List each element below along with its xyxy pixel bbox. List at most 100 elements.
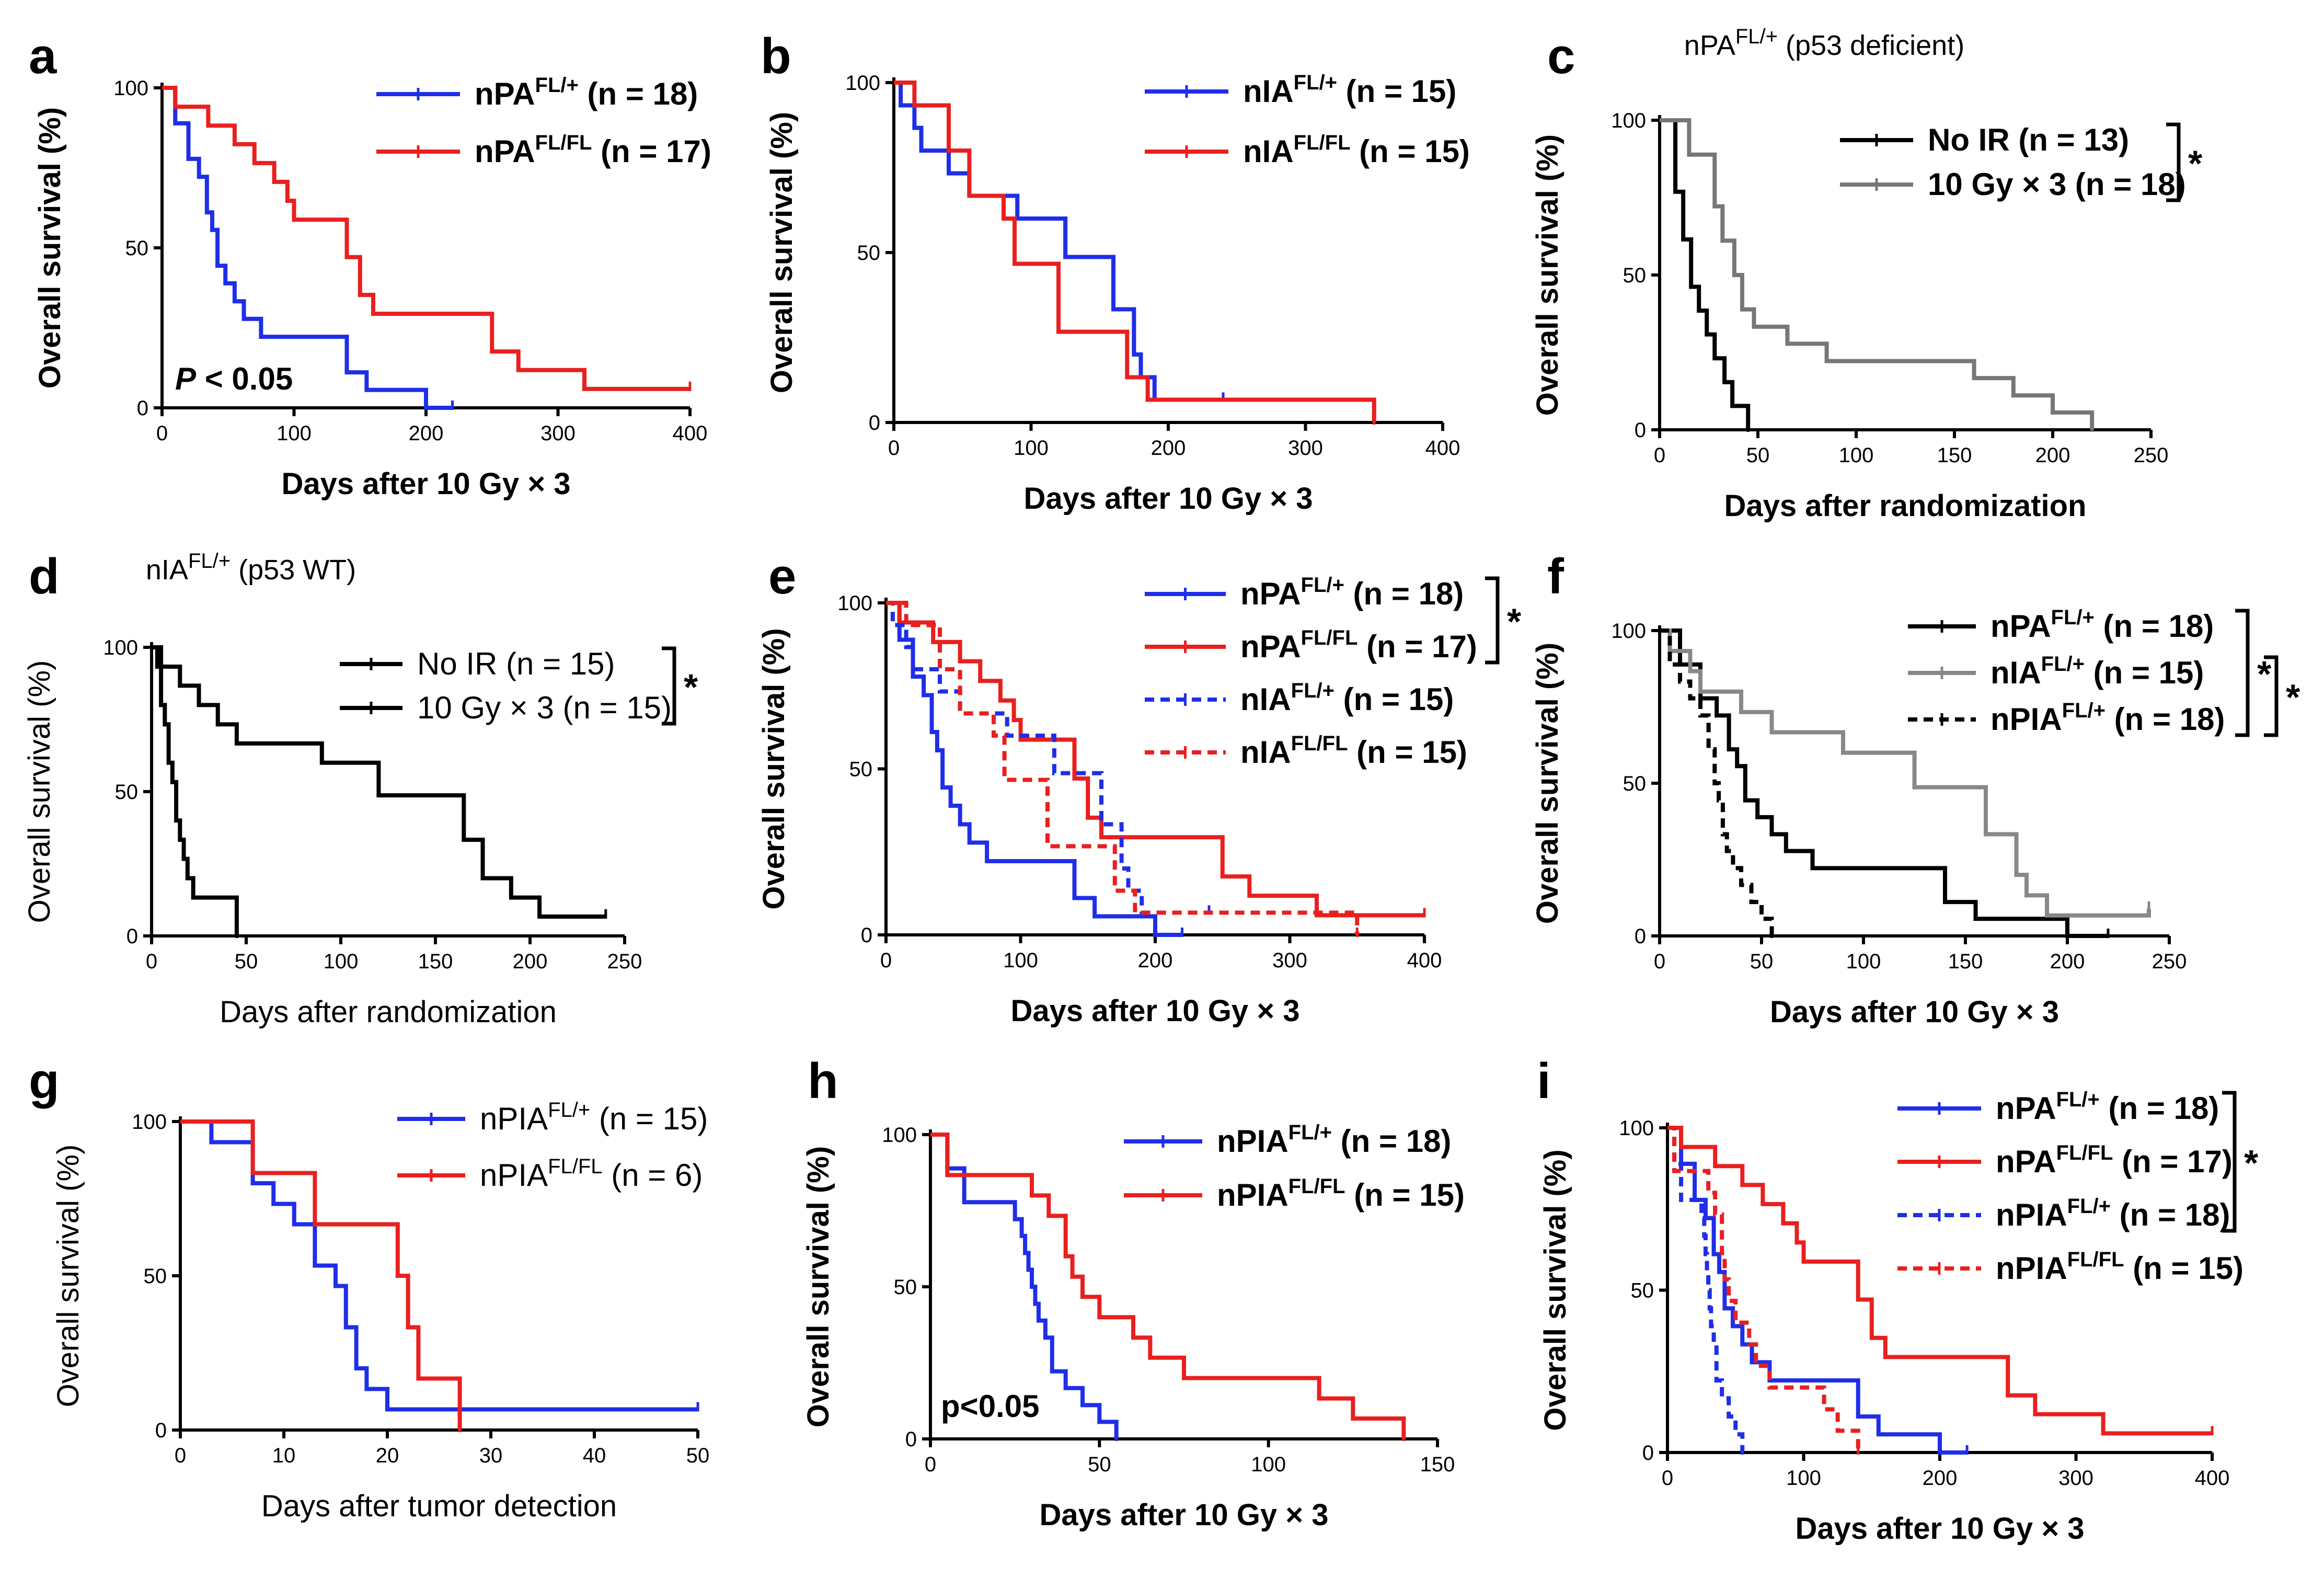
legend-name: nPIA: [1996, 1197, 2067, 1232]
legend-n: (n = 18): [2066, 167, 2185, 202]
legend-label: nIAFL/+ (n = 15): [1991, 653, 2204, 690]
legend-n: (n = 15): [1345, 1177, 1465, 1213]
legend-name: 10 Gy × 3: [1928, 167, 2066, 202]
y-tick-label: 0: [1642, 1442, 1654, 1465]
x-tick-label: 250: [2152, 950, 2187, 973]
panel-letter: c: [1547, 28, 1575, 84]
panel-letter: h: [808, 1053, 838, 1109]
legend-sup: FL/FL: [2067, 1248, 2124, 1271]
legend-name: nPA: [1240, 576, 1301, 611]
x-tick-label: 50: [1750, 950, 1774, 973]
legend-sup: FL/FL: [2056, 1141, 2113, 1164]
survival-curve: [1660, 628, 1774, 936]
legend-name: nPIA: [1991, 702, 2062, 737]
legend-name: nIA: [1240, 682, 1291, 717]
x-tick-label: 200: [2050, 950, 2085, 973]
panel-g: g 0 10 20 30 40 50 0 50 100 Days after tumor detec…: [29, 1053, 709, 1523]
x-tick-label: 30: [479, 1444, 503, 1467]
x-tick-label: 250: [607, 950, 642, 973]
significance-star: *: [2257, 654, 2272, 694]
x-axis-title: Days after randomization: [1724, 489, 2087, 523]
legend-sup: FL/FL: [1288, 1175, 1345, 1198]
legend-sup: FL/FL: [535, 131, 592, 154]
legend-n: (n = 18): [1344, 576, 1464, 611]
legend-n: (n = 17): [2113, 1144, 2232, 1179]
legend-n: (n = 15): [590, 1101, 708, 1136]
survival-curve: [1660, 628, 2108, 938]
legend-name: nPIA: [1217, 1124, 1288, 1159]
y-tick-label: 50: [894, 1276, 917, 1299]
x-tick-label: 400: [673, 422, 708, 445]
x-tick-label: 300: [2058, 1467, 2093, 1490]
survival-curve: [886, 601, 1182, 937]
survival-curve: [894, 81, 1376, 422]
x-tick-label: 0: [156, 422, 168, 445]
panel-title-rest: (p53 WT): [231, 554, 356, 586]
x-axis-title: Days after randomization: [220, 995, 557, 1029]
x-tick-label: 0: [888, 437, 900, 460]
panel-d: d nIAFL/+ (p53 WT) 0 50 100 150 200 250 0 50 100 Da…: [22, 548, 698, 1029]
y-axis-title: Overall survival (%): [1531, 643, 1564, 924]
x-tick-label: 100: [1786, 1467, 1821, 1490]
panel-title: nPAFL/+ (p53 deficient): [1684, 25, 1964, 61]
x-tick-label: 150: [1420, 1453, 1455, 1476]
y-tick-label: 0: [137, 397, 148, 420]
panel-a: a 0 100 200 300 400 0 50 100 Days after 10 Gy × 3…: [29, 28, 711, 501]
legend-name: nPIA: [480, 1101, 548, 1136]
y-tick-label: 0: [155, 1419, 167, 1442]
x-tick-label: 300: [540, 422, 576, 445]
x-tick-label: 150: [418, 950, 453, 973]
x-axis-title: Days after 10 Gy × 3: [282, 467, 571, 501]
legend-name: No IR: [417, 646, 497, 681]
y-tick-label: 100: [882, 1124, 917, 1147]
legend-n: (n = 18): [2111, 1197, 2230, 1232]
y-tick-label: 100: [132, 1111, 167, 1134]
legend-name: nIA: [1243, 74, 1294, 109]
x-tick-label: 50: [1088, 1453, 1111, 1476]
y-tick-label: 100: [103, 636, 138, 659]
x-tick-label: 0: [146, 950, 157, 973]
legend-sup: FL/+: [1301, 574, 1344, 597]
legend-label: nPAFL/+ (n = 18): [1240, 574, 1464, 611]
legend-sup: FL/+: [2062, 699, 2106, 722]
survival-curve: [180, 1119, 462, 1430]
y-axis-title: Overall survival (%): [765, 112, 799, 393]
x-tick-label: 100: [1251, 1453, 1286, 1476]
legend-n: (n = 18): [2100, 1091, 2219, 1126]
y-tick-label: 100: [1619, 1117, 1654, 1140]
y-tick-label: 50: [1623, 264, 1647, 287]
legend-sup: FL/FL: [1294, 131, 1351, 154]
survival-curve: [886, 601, 1209, 915]
x-tick-label: 200: [1151, 437, 1186, 460]
survival-curve: [1667, 1126, 1745, 1453]
y-tick-label: 50: [115, 781, 139, 804]
panel-e: e 0 100 200 300 400 0 50 100 Days after 10 Gy × 3…: [757, 548, 1522, 1028]
legend-sup: FL/+: [2056, 1088, 2100, 1111]
x-tick-label: 200: [1923, 1467, 1958, 1490]
y-axis-title: Overall survival (%): [22, 660, 56, 923]
panel-letter: f: [1547, 548, 1564, 604]
legend-label: nIAFL/FL (n = 15): [1243, 131, 1470, 169]
x-tick-label: 50: [686, 1444, 710, 1467]
legend-label: 10 Gy × 3 (n = 18): [1928, 167, 2186, 202]
legend-label: nPAFL/FL (n = 17): [1240, 626, 1477, 664]
survival-curve: [1667, 1126, 1968, 1455]
x-tick-label: 10: [272, 1444, 296, 1467]
legend-n: (n = 18): [2095, 609, 2214, 644]
y-tick-label: 100: [837, 592, 872, 615]
legend-label: nPAFL/+ (n = 18): [1996, 1088, 2219, 1126]
y-axis-title: Overall survival (%): [1531, 134, 1564, 416]
legend-sup: FL/+: [2041, 653, 2085, 676]
y-tick-label: 50: [144, 1265, 167, 1288]
legend-n: (n = 18): [579, 76, 698, 111]
significance-star: *: [1507, 601, 1522, 642]
legend-sup: FL/+: [548, 1099, 590, 1122]
x-axis-title: Days after 10 Gy × 3: [1040, 1498, 1329, 1532]
x-tick-label: 100: [1014, 437, 1049, 460]
x-axis-title: Days after 10 Gy × 3: [1796, 1512, 2085, 1546]
significance-bracket: [662, 646, 676, 726]
panel-letter: a: [29, 28, 57, 84]
survival-curve: [930, 1133, 1406, 1439]
legend-n: (n = 18): [2106, 702, 2225, 737]
legend-sup: FL/FL: [1291, 732, 1348, 755]
